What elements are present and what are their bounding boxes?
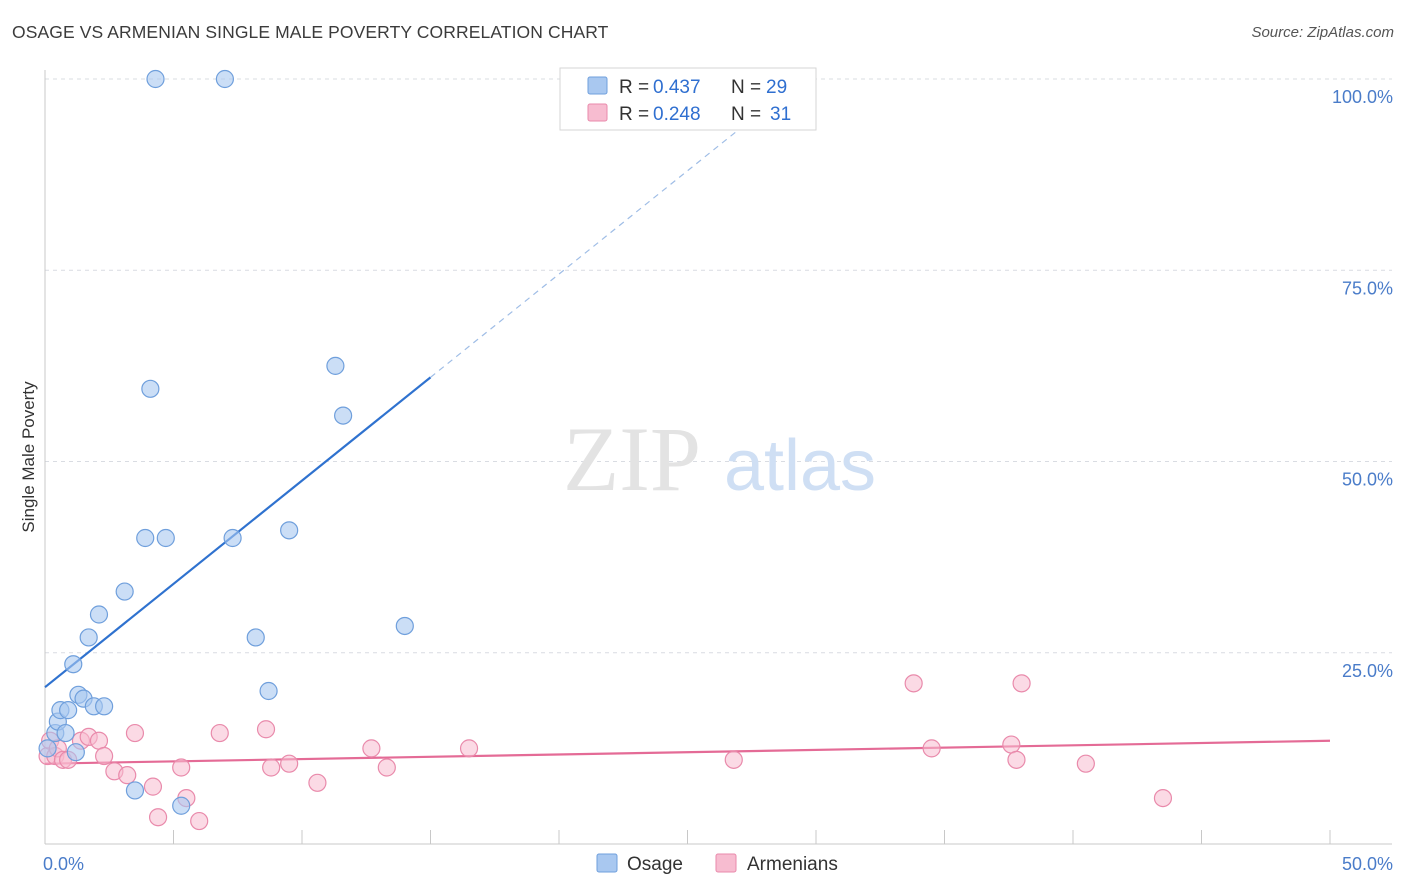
armenians-point [459, 739, 479, 758]
osage-point [89, 605, 109, 624]
osage-point [223, 528, 242, 548]
armenians-point [724, 750, 743, 769]
legend-osage-r-label: R = [619, 77, 649, 98]
axes [44, 70, 1392, 845]
legend-osage-swatch [587, 76, 608, 95]
y-tick-label: 100.0% [1332, 87, 1393, 107]
armenians-point [256, 720, 276, 739]
osage-point [115, 582, 134, 601]
armenians-point [210, 723, 229, 743]
watermark-zip: ZIP [563, 408, 701, 510]
y-tick-label: 75.0% [1342, 278, 1393, 298]
armenians-point [148, 808, 168, 827]
armenians-point [1076, 754, 1095, 773]
osage-point [156, 528, 175, 548]
armenians-point [922, 739, 941, 758]
grid-lines [45, 78, 1392, 654]
legend-armenians-n-value: 31 [770, 104, 791, 125]
tick-labels: 25.0% 50.0% 75.0% 100.0% 0.0% 50.0% [43, 87, 1393, 874]
x-tick-label-min: 0.0% [43, 854, 84, 874]
osage-point [326, 356, 345, 375]
osage-point [146, 69, 165, 89]
armenians-point [118, 766, 137, 785]
armenians-point [362, 739, 381, 758]
armenians-point [190, 811, 209, 831]
osage-point [125, 781, 145, 800]
legend-armenians-r-label: R = [619, 104, 649, 125]
armenians-point [377, 758, 396, 777]
armenians-point [125, 723, 145, 743]
watermark-atlas: atlas [724, 426, 876, 506]
y-tick-label: 25.0% [1342, 661, 1393, 681]
armenians-point [1007, 750, 1026, 769]
osage-point [64, 655, 83, 674]
armenians-point [89, 731, 109, 750]
armenians-point [262, 758, 281, 777]
osage-point [59, 701, 78, 720]
osage-point [38, 739, 57, 758]
series-legend: Osage Armenians [596, 853, 838, 875]
osage-point [259, 681, 278, 701]
y-tick-label: 50.0% [1342, 470, 1393, 490]
legend-armenians-n-label: N = [731, 104, 761, 125]
legend-armenians-swatch [587, 103, 608, 122]
correlation-legend: R = 0.437 N = 29 R = 0.248 N = 31 [559, 67, 817, 131]
osage-trend-extension [430, 108, 765, 378]
legend-osage-n-label: N = [731, 77, 761, 98]
armenians-point [143, 777, 163, 796]
armenians-point [280, 754, 299, 773]
osage-point [136, 528, 155, 548]
armenians-point [904, 674, 923, 693]
osage-point [56, 723, 75, 743]
armenians-point [308, 773, 327, 792]
y-axis-label: Single Male Poverty [19, 381, 38, 533]
x-tick-label-max: 50.0% [1342, 854, 1393, 874]
osage-point [280, 521, 299, 540]
osage-point [172, 796, 191, 815]
armenians-point [172, 758, 191, 777]
bottom-legend-armenians-label: Armenians [747, 854, 838, 875]
legend-armenians-r-value: 0.248 [653, 104, 701, 125]
armenians-point [1153, 788, 1173, 808]
armenians-trend-line [44, 739, 1331, 765]
legend-osage-n-value: 29 [766, 77, 787, 98]
osage-point [246, 628, 265, 647]
armenians-point [1012, 674, 1031, 693]
bottom-legend-osage-label: Osage [627, 854, 683, 875]
armenians-point [95, 746, 114, 766]
osage-point [141, 379, 160, 398]
data-points [38, 69, 1173, 831]
osage-point [79, 628, 98, 647]
osage-point [395, 616, 414, 636]
chart-source: Source: ZipAtlas.com [1251, 24, 1394, 41]
bottom-legend-armenians-swatch [715, 853, 737, 873]
osage-point [215, 69, 234, 89]
osage-point [95, 697, 114, 716]
legend-osage-r-value: 0.437 [653, 77, 701, 98]
armenians-point [1002, 735, 1021, 754]
chart-title: OSAGE VS ARMENIAN SINGLE MALE POVERTY CO… [12, 22, 609, 42]
osage-point [66, 743, 85, 762]
bottom-legend-osage-swatch [596, 853, 618, 873]
osage-point [334, 406, 353, 425]
